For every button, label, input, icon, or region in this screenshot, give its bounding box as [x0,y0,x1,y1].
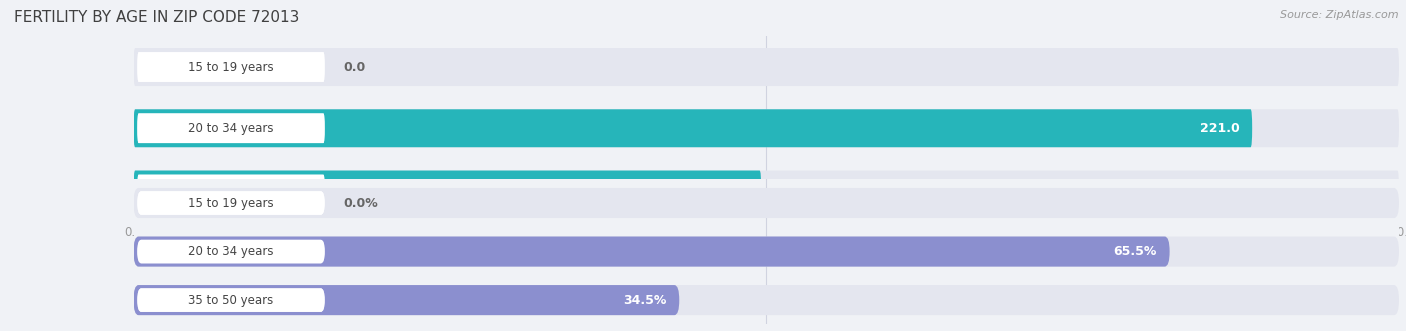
FancyBboxPatch shape [134,109,1253,147]
Text: 35 to 50 years: 35 to 50 years [188,183,274,196]
FancyBboxPatch shape [138,175,325,204]
Text: 0.0%: 0.0% [343,197,378,210]
Text: 0.0: 0.0 [343,61,366,73]
Text: 15 to 19 years: 15 to 19 years [188,197,274,210]
FancyBboxPatch shape [134,285,679,315]
FancyBboxPatch shape [134,170,1399,209]
Text: 221.0: 221.0 [1199,122,1240,135]
FancyBboxPatch shape [138,175,325,204]
FancyBboxPatch shape [138,240,325,263]
Text: FERTILITY BY AGE IN ZIP CODE 72013: FERTILITY BY AGE IN ZIP CODE 72013 [14,10,299,25]
FancyBboxPatch shape [138,52,325,82]
FancyBboxPatch shape [138,191,325,215]
Text: 34.5%: 34.5% [623,294,666,307]
Text: 65.5%: 65.5% [1114,245,1157,258]
FancyBboxPatch shape [138,288,325,312]
FancyBboxPatch shape [134,237,1170,266]
FancyBboxPatch shape [138,288,325,312]
FancyBboxPatch shape [138,52,325,82]
Text: 20 to 34 years: 20 to 34 years [188,245,274,258]
FancyBboxPatch shape [134,285,1399,315]
FancyBboxPatch shape [134,188,1399,218]
FancyBboxPatch shape [138,114,325,143]
FancyBboxPatch shape [134,170,761,209]
FancyBboxPatch shape [138,191,325,215]
Text: 35 to 50 years: 35 to 50 years [188,294,274,307]
Text: 20 to 34 years: 20 to 34 years [188,122,274,135]
FancyBboxPatch shape [134,237,1399,266]
Text: 124.0: 124.0 [709,183,748,196]
FancyBboxPatch shape [138,114,325,143]
FancyBboxPatch shape [134,109,1399,147]
Text: Source: ZipAtlas.com: Source: ZipAtlas.com [1281,10,1399,20]
FancyBboxPatch shape [134,48,1399,86]
FancyBboxPatch shape [138,240,325,263]
Text: 15 to 19 years: 15 to 19 years [188,61,274,73]
